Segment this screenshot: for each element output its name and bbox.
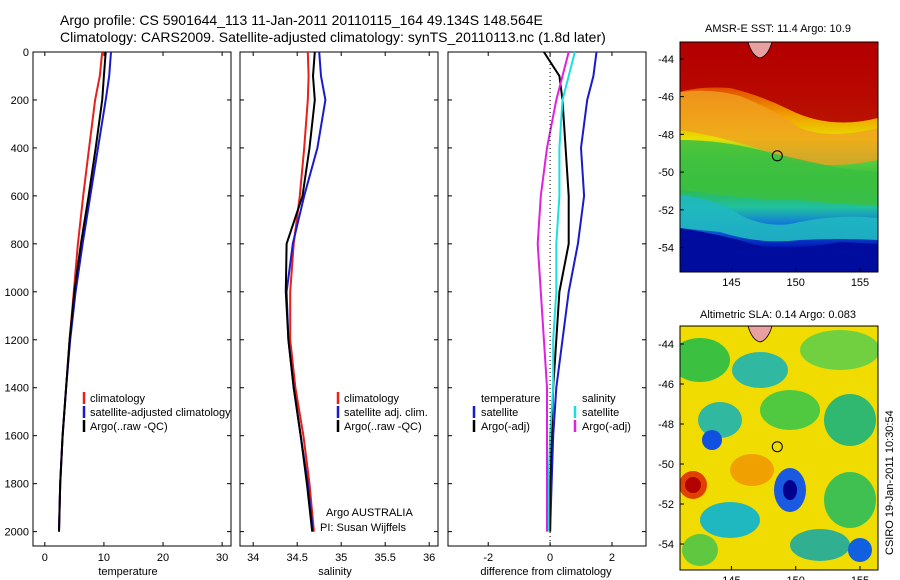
difference-legend: temperature satellite Argo(-adj) salinit… — [472, 393, 631, 433]
y-tick-label: 1000 — [5, 287, 29, 299]
header-line-2: Climatology: CARS2009. Satellite-adjuste… — [60, 29, 606, 45]
header-line-1: Argo profile: CS 5901644_113 11-Jan-2011… — [60, 12, 543, 28]
argo-australia-note: Argo AUSTRALIA — [326, 507, 413, 519]
salinity-plot: 34 34.5 35 35.5 36 — [240, 51, 438, 564]
argo-position-marker — [771, 150, 783, 162]
salinity-xlabel: salinity — [318, 566, 352, 578]
legend-label: satellite — [582, 407, 619, 419]
x-tick-label: 36 — [423, 552, 435, 564]
sla-map-image — [680, 326, 878, 570]
x-tick-label: 2 — [609, 552, 615, 564]
difference-xlabel: difference from climatology — [480, 566, 612, 578]
y-tick-label: 2000 — [5, 527, 29, 539]
x-tick-label: 20 — [157, 552, 169, 564]
x-tick-label: -2 — [483, 552, 493, 564]
legend-label: satellite — [481, 407, 518, 419]
series-line-satellite-adjusted-climatology — [58, 51, 112, 532]
x-tick-label: 0 — [547, 552, 553, 564]
series-line-climatology — [289, 51, 315, 532]
y-tick-label: -46 — [658, 379, 674, 391]
legend-label: satellite-adjusted climatology — [90, 407, 231, 419]
x-tick-label: 30 — [216, 552, 228, 564]
difference-axes-frame — [447, 51, 647, 547]
x-tick-label: 35 — [335, 552, 347, 564]
y-tick-label: 0 — [23, 47, 29, 59]
y-tick-label: -50 — [658, 459, 674, 471]
legend-label: Argo(-adj) — [481, 421, 530, 433]
y-tick-label: 1600 — [5, 431, 29, 443]
x-tick-label: 34.5 — [286, 552, 307, 564]
y-tick-label: -52 — [658, 205, 674, 217]
series-line-climatology — [58, 51, 104, 532]
series-line-argo-raw-qc — [284, 51, 316, 532]
y-tick-label: 200 — [11, 95, 29, 107]
y-tick-label: -54 — [658, 539, 674, 551]
sla-map-axes: 145 150 155 -44 -46 -48 -50 -52 -54 — [658, 339, 869, 580]
legend-heading-temperature: temperature — [481, 393, 540, 405]
legend-label: climatology — [344, 393, 400, 405]
legend-label: climatology — [90, 393, 146, 405]
x-tick-label: 145 — [722, 575, 740, 580]
y-tick-label: 1800 — [5, 479, 29, 491]
y-tick-label: 400 — [11, 143, 29, 155]
legend-label: Argo(..raw -QC) — [344, 421, 422, 433]
y-tick-label: 1400 — [5, 383, 29, 395]
legend-label: Argo(-adj) — [582, 421, 631, 433]
difference-plot: -2 0 2 — [448, 51, 646, 564]
x-tick-label: 0 — [42, 552, 48, 564]
x-tick-label: 150 — [787, 575, 805, 580]
y-tick-label: -44 — [658, 54, 674, 66]
legend-label: satellite adj. clim. — [344, 407, 428, 419]
y-tick-label: 1200 — [5, 335, 29, 347]
y-tick-label: -44 — [658, 339, 674, 351]
sst-map-title: AMSR-E SST: 11.4 Argo: 10.9 — [705, 23, 851, 35]
legend-label: Argo(..raw -QC) — [90, 421, 168, 433]
sla-map-frame — [679, 325, 879, 571]
series-line-argo-raw-qc — [58, 51, 107, 532]
x-tick-label: 34 — [247, 552, 259, 564]
series-line-salinity-argo-adj — [536, 51, 570, 532]
temperature-plot: 0 10 20 30 0 200 400 600 800 1000 1200 1400 1600 1800… — [5, 47, 231, 564]
y-tick-label: -48 — [658, 129, 674, 141]
x-tick-label: 10 — [98, 552, 110, 564]
temperature-axes-frame — [32, 51, 232, 547]
series-line-temperature-argo-adj — [543, 51, 570, 532]
csiro-timestamp: CSIRO 19-Jan-2011 10:30:54 — [884, 410, 896, 555]
y-tick-label: -48 — [658, 419, 674, 431]
y-tick-label: -46 — [658, 92, 674, 104]
x-tick-label: 150 — [787, 277, 805, 289]
temperature-xlabel: temperature — [98, 566, 157, 578]
y-tick-label: 600 — [11, 191, 29, 203]
temperature-legend: climatology satellite-adjusted climatolo… — [82, 392, 231, 433]
x-tick-label: 145 — [722, 277, 740, 289]
sst-map-image — [680, 42, 878, 272]
salinity-legend: climatology satellite adj. clim. Argo(..… — [336, 392, 428, 433]
sst-map-frame — [679, 41, 879, 273]
y-tick-label: -50 — [658, 167, 674, 179]
y-tick-label: -52 — [658, 499, 674, 511]
legend-heading-salinity: salinity — [582, 393, 616, 405]
x-tick-label: 155 — [851, 277, 869, 289]
pi-note: PI: Susan Wijffels — [320, 522, 406, 534]
x-tick-label: 35.5 — [374, 552, 395, 564]
series-line-temperature-satellite — [549, 51, 598, 532]
sst-map-axes: 145 150 155 -44 -46 -48 -50 -52 -54 — [658, 54, 869, 289]
y-tick-label: 800 — [11, 239, 29, 251]
argo-position-marker — [771, 441, 783, 453]
sla-map-title: Altimetric SLA: 0.14 Argo: 0.083 — [700, 309, 856, 321]
x-tick-label: 155 — [851, 575, 869, 580]
y-tick-label: -54 — [658, 242, 674, 254]
salinity-axes-frame — [239, 51, 439, 547]
series-line-salinity-satellite — [547, 51, 576, 532]
